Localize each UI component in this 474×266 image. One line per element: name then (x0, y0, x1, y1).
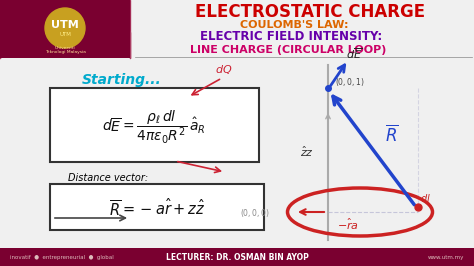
Text: $d\overline{E}$: $d\overline{E}$ (346, 47, 362, 61)
Text: ELECTROSTATIC CHARGE: ELECTROSTATIC CHARGE (195, 3, 425, 21)
Text: ELECTRIC FIELD INTENSITY:: ELECTRIC FIELD INTENSITY: (200, 31, 382, 44)
Text: LECTURER: DR. OSMAN BIN AYOP: LECTURER: DR. OSMAN BIN AYOP (165, 252, 309, 261)
Text: UTM: UTM (51, 20, 79, 30)
Text: $-\hat{r}a$: $-\hat{r}a$ (337, 216, 359, 232)
Text: Universiti
Teknologi Malaysia: Universiti Teknologi Malaysia (45, 46, 85, 54)
Text: www.utm.my: www.utm.my (428, 255, 464, 260)
Text: Starting...: Starting... (82, 73, 162, 87)
Text: $(0,0,1)$: $(0,0,1)$ (335, 76, 365, 88)
Text: $dl$: $dl$ (420, 192, 431, 204)
FancyBboxPatch shape (50, 184, 264, 230)
Text: $dQ$: $dQ$ (215, 64, 232, 77)
Text: $\overline{R} = -a\hat{r} + z\hat{z}$: $\overline{R} = -a\hat{r} + z\hat{z}$ (109, 198, 205, 218)
Text: COULOMB'S LAW:: COULOMB'S LAW: (240, 20, 348, 30)
Bar (0, 0, 130, 58)
Circle shape (45, 8, 85, 48)
Text: $(0,0,0)$: $(0,0,0)$ (240, 207, 270, 219)
Text: inovatif  ●  entrepreneurial  ●  global: inovatif ● entrepreneurial ● global (10, 255, 114, 260)
Text: $d\overline{E} = \dfrac{\rho_\ell \, dl}{4\pi\varepsilon_0 R^2}\,\hat{a}_R$: $d\overline{E} = \dfrac{\rho_\ell \, dl}… (102, 108, 206, 146)
FancyBboxPatch shape (50, 88, 259, 162)
Text: $\hat{z}z$: $\hat{z}z$ (300, 145, 314, 159)
Bar (0, 248, 474, 266)
Text: Distance vector:: Distance vector: (68, 173, 148, 183)
Text: $\overline{R}$: $\overline{R}$ (385, 124, 399, 146)
Text: LINE CHARGE (CIRCULAR LOOP): LINE CHARGE (CIRCULAR LOOP) (190, 45, 386, 55)
Text: UTM: UTM (59, 32, 71, 38)
